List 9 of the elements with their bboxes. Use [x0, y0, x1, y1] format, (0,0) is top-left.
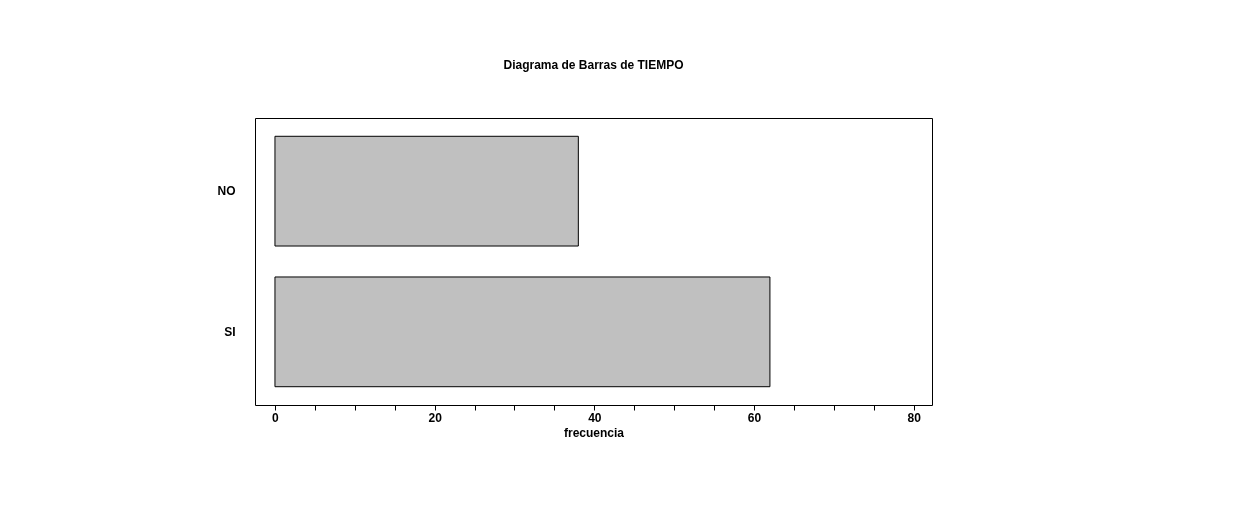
- x-tick-label: 80: [907, 410, 922, 425]
- x-tick-label: 40: [588, 410, 602, 425]
- x-tick-label: 60: [747, 410, 762, 425]
- y-tick-label: SI: [224, 324, 236, 339]
- chart-title: Diagrama de Barras de TIEMPO: [503, 58, 684, 72]
- x-tick-label: 0: [272, 410, 280, 425]
- x-axis-title: frecuencia: [563, 425, 625, 440]
- y-tick-label: NO: [217, 184, 236, 199]
- x-tick-label: 20: [428, 410, 443, 425]
